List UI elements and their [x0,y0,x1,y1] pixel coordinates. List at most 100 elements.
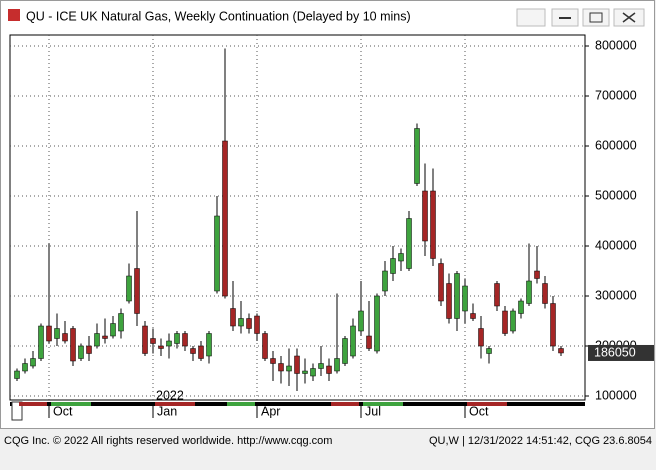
candle-body [102,335,108,339]
candle-body [110,323,116,337]
candle-body [494,283,500,307]
candle-body [462,285,468,312]
candle-body [310,368,316,377]
footer-left: CQG Inc. © 2022 All rights reserved worl… [4,435,332,447]
candle-body [510,310,516,332]
candle-body [454,273,460,319]
window-title: QU - ICE UK Natural Gas, Weekly Continua… [26,9,411,23]
candle-body [534,270,540,279]
maximize-button[interactable] [582,8,610,27]
scroll-handle[interactable] [11,401,23,421]
link-button[interactable] [516,8,546,27]
candle-body [334,358,340,372]
session-segment [227,402,255,406]
candle-body [278,363,284,372]
candle-body [526,280,532,304]
candle-body [422,190,428,242]
maximize-icon [589,12,603,23]
session-segment [363,402,403,406]
candle-body [254,315,260,334]
candle-body [238,318,244,327]
candle-body [62,333,68,342]
session-segment [155,402,195,406]
candle-body [174,333,180,344]
candle-body [38,325,44,359]
session-segment [435,402,463,406]
session-segment [259,402,299,406]
candle-body [326,365,332,374]
candle-body [22,363,28,372]
candle-body [390,258,396,274]
y-tick-label: 100000 [595,388,637,402]
plot-area [9,34,586,401]
candle-body [214,215,220,292]
candle-body [430,190,436,259]
candle-body [550,303,556,347]
candle-body [446,283,452,319]
x-tick-label: Jan [157,404,177,418]
y-tick-label: 800000 [595,38,637,52]
y-tick-label: 700000 [595,88,637,102]
app-icon [8,9,20,21]
candle-body [518,300,524,314]
candle-body [230,308,236,327]
candle-body [70,328,76,362]
candle-body [438,263,444,302]
candle-body [406,218,412,269]
candle-body [150,338,156,344]
candle-body [470,313,476,319]
session-segment [467,402,507,406]
x-tick-label: Oct [53,404,73,418]
candle-body [86,345,92,354]
x-tick-label: Jul [365,404,381,418]
candle-body [54,328,60,339]
candle-body [206,333,212,357]
candle-body [166,340,172,347]
year-label: 2022 [156,388,184,402]
candle-body [142,325,148,354]
x-tick-label: Oct [469,404,489,418]
candle-body [78,345,84,359]
candle-body [318,363,324,369]
candle-body [246,318,252,329]
candle-body [398,253,404,262]
candle-body [414,128,420,184]
y-tick-label: 500000 [595,188,637,202]
candle-body [478,328,484,347]
candle-body [134,268,140,314]
session-segment [51,402,91,406]
candle-body [342,338,348,364]
candle-body [286,365,292,372]
candle-body [502,310,508,334]
candle-body [126,275,132,302]
last-price-label: 186050 [594,345,636,359]
x-tick-label: Apr [261,404,280,418]
candle-body [542,283,548,304]
candle-body [14,370,20,379]
session-segment [123,402,151,406]
candle-body [30,358,36,367]
y-tick-label: 600000 [595,138,637,152]
candle-body [294,355,300,374]
close-icon [622,12,636,23]
last-price-box [588,344,654,361]
footer-right: QU,W | 12/31/2022 14:51:42, CQG 23.6.805… [429,435,652,447]
candle-body [302,370,308,374]
candle-body [46,325,52,342]
candle-body [366,335,372,349]
candle-body [190,348,196,354]
candle-body [382,270,388,292]
session-segment [331,402,359,406]
candle-body [558,348,564,354]
candle-body [374,295,380,352]
candle-body [94,333,100,347]
candle-body [270,358,276,364]
candle-body [158,345,164,349]
candle-body [486,348,492,354]
candle-body [222,140,228,297]
candle-body [182,333,188,347]
candle-body [350,325,356,357]
session-segment [19,402,47,406]
y-tick-label: 300000 [595,288,637,302]
